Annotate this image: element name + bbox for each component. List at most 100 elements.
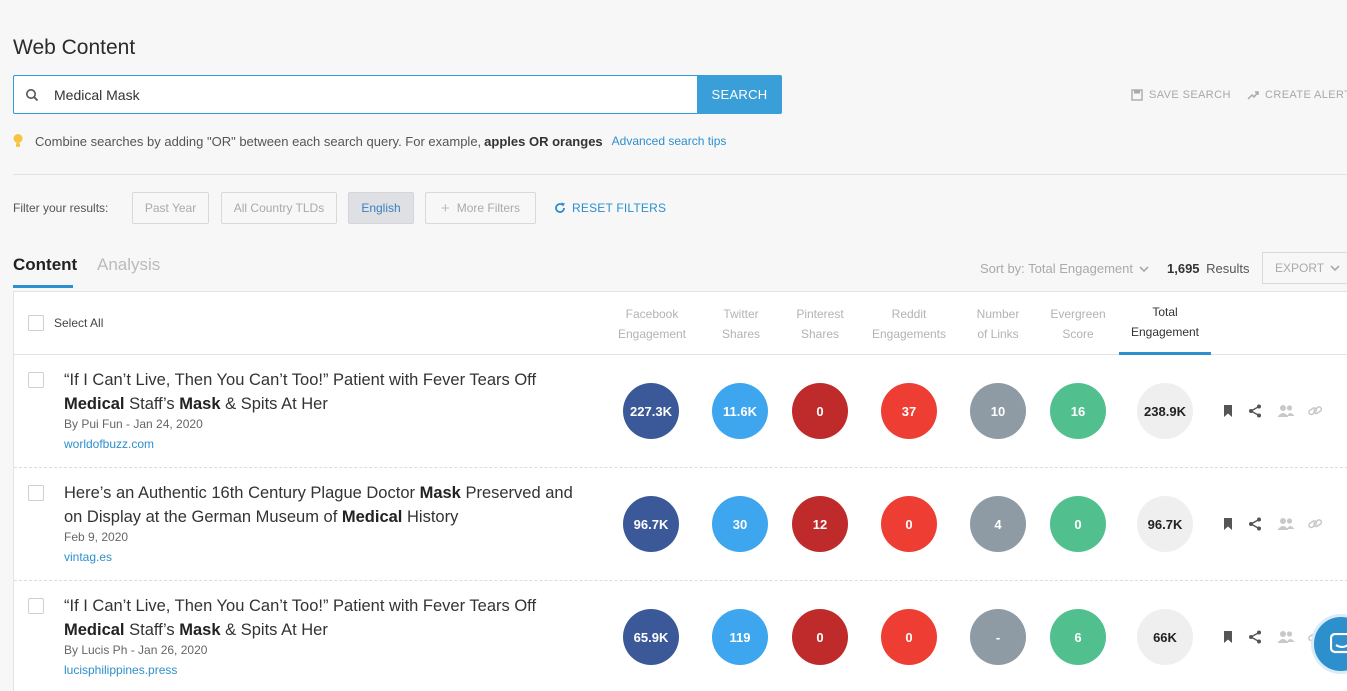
results-label: Results <box>1206 261 1250 276</box>
save-icon <box>1131 89 1143 101</box>
bookmark-icon[interactable] <box>1220 516 1236 532</box>
title-keyword: Medical <box>341 508 403 526</box>
reset-filters-button[interactable]: RESET FILTERS <box>554 201 666 215</box>
people-icon[interactable] <box>1277 403 1295 419</box>
plus-icon: + <box>440 199 450 217</box>
tab-content[interactable]: Content <box>13 255 77 288</box>
tab-analysis[interactable]: Analysis <box>97 255 161 274</box>
link-icon[interactable] <box>1307 516 1323 532</box>
select-all-label: Select All <box>54 316 104 330</box>
share-icon[interactable] <box>1247 629 1263 645</box>
col-number-of-links[interactable]: Number of Links <box>976 307 1020 341</box>
reddit-engagements-value: 37 <box>881 383 937 439</box>
total-engagement-value: 96.7K <box>1137 496 1193 552</box>
pinterest-shares-value: 12 <box>792 496 848 552</box>
col-twitter-shares[interactable]: Twitter Shares <box>721 307 761 341</box>
more-filters-button[interactable]: + More Filters <box>425 192 536 224</box>
link-icon[interactable] <box>1307 403 1323 419</box>
title-keyword: Mask <box>419 484 461 502</box>
article-meta: By Lucis Ph - Jan 26, 2020 <box>64 643 208 657</box>
col-reddit-engagements[interactable]: Reddit Engagements <box>871 307 947 341</box>
results-number: 1,695 <box>1167 261 1200 276</box>
evergreen-score-value: 16 <box>1050 383 1106 439</box>
number-of-links-value: 4 <box>970 496 1026 552</box>
total-engagement-value: 66K <box>1137 609 1193 665</box>
article-title[interactable]: “If I Can’t Live, Then You Can’t Too!” P… <box>64 368 594 416</box>
search-button[interactable]: SEARCH <box>697 75 782 114</box>
results-count: 1,695 Results <box>1167 261 1250 276</box>
pinterest-shares-value: 0 <box>792 609 848 665</box>
create-alert-button[interactable]: CREATE ALERT <box>1247 89 1347 101</box>
tip-example: apples OR oranges <box>484 133 603 149</box>
people-icon[interactable] <box>1277 516 1295 532</box>
reddit-engagements-value: 0 <box>881 496 937 552</box>
export-label: EXPORT <box>1275 261 1325 275</box>
pinterest-shares-value: 0 <box>792 383 848 439</box>
lightbulb-icon <box>13 134 23 147</box>
create-alert-label: CREATE ALERT <box>1265 89 1347 101</box>
table-row: Here’s an Authentic 16th Century Plague … <box>14 468 1347 581</box>
row-checkbox[interactable] <box>28 598 44 614</box>
more-filters-label: More Filters <box>456 201 521 215</box>
share-icon[interactable] <box>1247 516 1263 532</box>
col-pinterest-shares[interactable]: Pinterest Shares <box>796 307 844 341</box>
title-text: & Spits At Her <box>220 621 328 639</box>
twitter-shares-value: 119 <box>712 609 768 665</box>
twitter-shares-value: 30 <box>712 496 768 552</box>
bookmark-icon[interactable] <box>1220 403 1236 419</box>
col-facebook-engagement[interactable]: Facebook Engagement <box>617 307 687 341</box>
select-all-checkbox[interactable] <box>28 315 44 331</box>
article-meta: Feb 9, 2020 <box>64 530 129 544</box>
search-box[interactable] <box>13 75 697 114</box>
table-row: “If I Can’t Live, Then You Can’t Too!” P… <box>14 355 1347 468</box>
article-title[interactable]: “If I Can’t Live, Then You Can’t Too!” P… <box>64 594 594 642</box>
title-text: & Spits At Her <box>220 395 328 413</box>
title-text: Preserved and on Display at the German M… <box>64 484 573 526</box>
title-text: Staff’s <box>124 395 180 413</box>
filter-chip-english[interactable]: English <box>348 192 414 224</box>
article-domain[interactable]: worldofbuzz.com <box>64 437 155 451</box>
row-checkbox[interactable] <box>28 372 44 388</box>
divider <box>13 174 1347 175</box>
filter-label: Filter your results: <box>13 201 109 215</box>
chevron-down-icon <box>1139 265 1149 272</box>
title-text: “If I Can’t Live, Then You Can’t Too!” P… <box>64 597 537 615</box>
search-icon <box>26 89 39 102</box>
filter-chip-country-tlds[interactable]: All Country TLDs <box>221 192 337 224</box>
title-text: Staff’s <box>124 621 180 639</box>
col-evergreen-score[interactable]: Evergreen Score <box>1050 307 1106 341</box>
sort-label: Sort by: Total Engagement <box>980 261 1133 276</box>
reddit-engagements-value: 0 <box>881 609 937 665</box>
facebook-engagement-value: 65.9K <box>623 609 679 665</box>
sort-dropdown[interactable]: Sort by: Total Engagement <box>980 261 1149 276</box>
trend-icon <box>1247 91 1259 100</box>
save-search-label: SAVE SEARCH <box>1149 89 1231 101</box>
advanced-search-tips-link[interactable]: Advanced search tips <box>611 134 727 148</box>
title-text: History <box>402 508 459 526</box>
bookmark-icon[interactable] <box>1220 629 1236 645</box>
search-input[interactable] <box>54 76 684 113</box>
article-domain[interactable]: lucisphilippines.press <box>64 663 178 677</box>
reset-filters-label: RESET FILTERS <box>572 201 667 215</box>
article-title[interactable]: Here’s an Authentic 16th Century Plague … <box>64 481 594 529</box>
tip-text: Combine searches by adding "OR" between … <box>35 133 482 149</box>
twitter-shares-value: 11.6K <box>712 383 768 439</box>
title-keyword: Mask <box>179 395 221 413</box>
table-header: Select All Facebook Engagement Twitter S… <box>14 292 1347 355</box>
col-total-engagement[interactable]: Total Engagement <box>1130 305 1200 339</box>
filter-chip-past-year[interactable]: Past Year <box>132 192 209 224</box>
row-checkbox[interactable] <box>28 485 44 501</box>
table-row: “If I Can’t Live, Then You Can’t Too!” P… <box>14 581 1347 691</box>
save-search-button[interactable]: SAVE SEARCH <box>1131 89 1231 101</box>
people-icon[interactable] <box>1277 629 1295 645</box>
chevron-down-icon <box>1330 265 1340 272</box>
share-icon[interactable] <box>1247 403 1263 419</box>
number-of-links-value: - <box>970 609 1026 665</box>
export-dropdown[interactable]: EXPORT <box>1262 252 1347 284</box>
article-domain[interactable]: vintag.es <box>64 550 113 564</box>
facebook-engagement-value: 227.3K <box>623 383 679 439</box>
facebook-engagement-value: 96.7K <box>623 496 679 552</box>
title-text: Here’s an Authentic 16th Century Plague … <box>64 484 420 502</box>
title-keyword: Medical <box>64 395 125 413</box>
evergreen-score-value: 6 <box>1050 609 1106 665</box>
